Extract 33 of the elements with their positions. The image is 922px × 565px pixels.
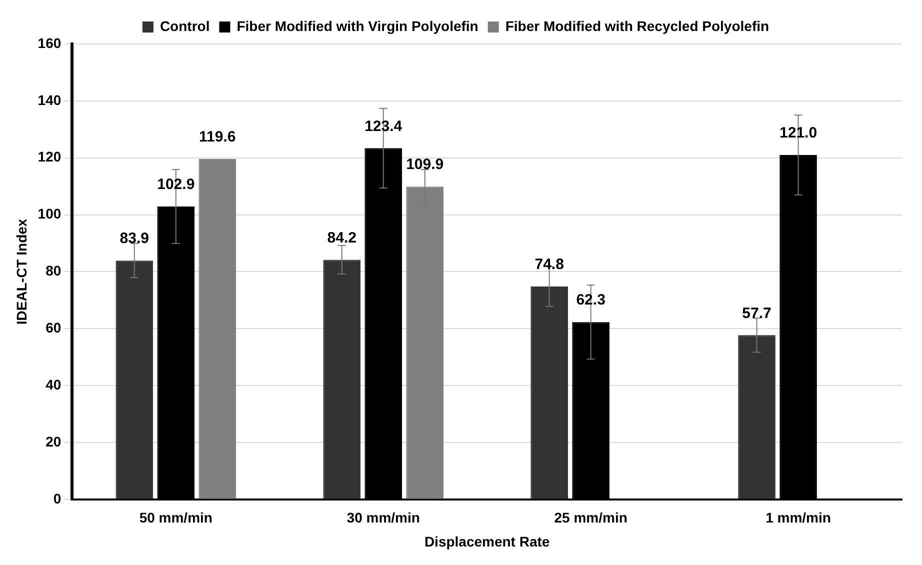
y-tick-label: 100 — [38, 206, 62, 222]
bar — [323, 260, 361, 499]
x-tick-label: 30 mm/min — [346, 510, 420, 526]
y-tick-label: 160 — [38, 34, 62, 51]
legend-label: Fiber Modified with Virgin Polyolefin — [236, 18, 478, 34]
data-label: 74.8 — [534, 256, 564, 274]
x-axis-title: Displacement Rate — [424, 533, 550, 550]
y-tick-label: 0 — [53, 490, 62, 506]
legend-label: Control — [160, 18, 210, 34]
data-label: 83.9 — [120, 230, 149, 248]
data-label: 84.2 — [327, 229, 356, 246]
data-label: 62.3 — [576, 292, 606, 309]
data-label: 119.6 — [199, 128, 236, 146]
bar — [738, 335, 776, 499]
y-tick-label: 140 — [38, 92, 62, 108]
y-tick-label: 120 — [38, 148, 62, 165]
data-label: 57.7 — [742, 304, 772, 322]
y-tick-label: 20 — [46, 433, 62, 450]
y-tick-label: 80 — [46, 262, 62, 279]
bar — [116, 260, 154, 499]
y-tick-label: 60 — [46, 319, 62, 336]
x-tick-label: 50 mm/min — [139, 510, 212, 526]
data-label: 123.4 — [364, 118, 403, 135]
data-label: 102.9 — [157, 176, 195, 194]
x-tick-label: 1 mm/min — [766, 510, 831, 526]
bar — [530, 286, 568, 499]
bar — [198, 158, 236, 499]
data-label: 121.0 — [779, 124, 818, 142]
x-tick-label: 25 mm/min — [554, 510, 628, 526]
legend-label: Fiber Modified with Recycled Polyolefin — [505, 18, 770, 34]
data-label: 109.9 — [406, 156, 444, 174]
y-axis-title: IDEAL-CT Index — [13, 218, 30, 325]
y-tick-label: 40 — [46, 376, 62, 392]
